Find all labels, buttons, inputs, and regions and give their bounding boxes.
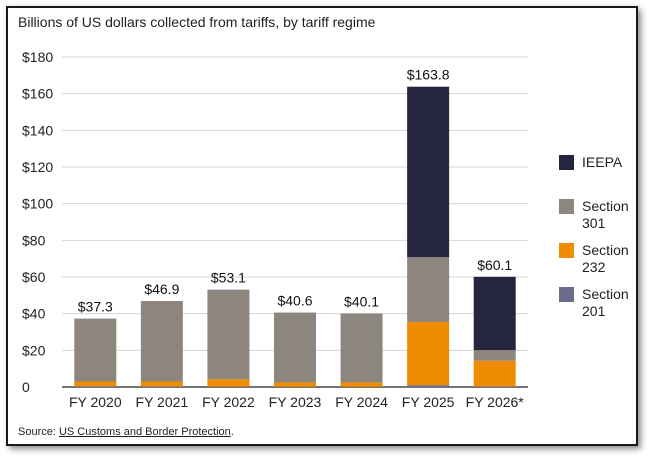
- x-tick-label: FY 2020: [69, 394, 122, 410]
- bar-total-label: $37.3: [78, 299, 113, 315]
- source-note: Source: US Customs and Border Protection…: [18, 426, 234, 438]
- bars: [74, 86, 516, 387]
- y-tick-label: $120: [22, 159, 53, 175]
- bar-segment: [340, 313, 383, 383]
- bar-total-label: $46.9: [144, 281, 179, 297]
- bar-segment: [407, 257, 450, 322]
- bar-segment: [207, 379, 250, 387]
- bar-segment: [274, 312, 316, 383]
- bar-segment: [274, 382, 316, 387]
- legend-label: Section: [582, 198, 629, 214]
- y-tick-label: $60: [22, 269, 46, 285]
- bar-segment: [340, 382, 383, 387]
- x-tick-label: FY 2023: [269, 394, 322, 410]
- bar-segment: [407, 86, 450, 258]
- x-tick-label: FY 2022: [202, 394, 255, 410]
- bar-total-label: $163.8: [407, 67, 450, 83]
- legend-swatch: [559, 243, 574, 258]
- x-tick-label: FY 2021: [136, 394, 189, 410]
- bar-segment: [473, 386, 516, 387]
- x-tick-label: FY 2026*: [466, 394, 525, 410]
- x-tick-labels: FY 2020 FY 2021 FY 2022 FY 2023 FY 2024 FY 20…: [69, 394, 524, 410]
- y-tick-label: $180: [22, 49, 53, 65]
- bar-segment: [207, 289, 250, 380]
- y-tick-label: $40: [22, 306, 46, 322]
- bar-total-label: $53.1: [211, 270, 246, 286]
- legend-label: IEEPA: [582, 154, 623, 170]
- y-tick-label: $20: [22, 342, 46, 358]
- bar-segment: [74, 386, 117, 387]
- grid-lines: [62, 56, 528, 388]
- y-tick-labels: 0 $20 $40 $60 $80 $100 $120 $140 $160 $180: [22, 49, 53, 395]
- legend-swatch: [559, 199, 574, 214]
- bar-segment: [74, 381, 117, 387]
- legend-label: 201: [582, 303, 606, 319]
- bar-segment: [473, 360, 516, 387]
- bar-segment: [407, 385, 450, 387]
- bar-segment: [140, 381, 183, 387]
- legend-label: 232: [582, 259, 606, 275]
- y-tick-label: $100: [22, 196, 53, 212]
- chart-title: Billions of US dollars collected from ta…: [18, 14, 376, 30]
- legend-label: 301: [582, 215, 606, 231]
- y-tick-label: $80: [22, 232, 46, 248]
- bar-segment: [473, 276, 516, 351]
- bar-segment: [407, 321, 450, 386]
- x-tick-label: FY 2025: [402, 394, 455, 410]
- bar-segment: [473, 350, 516, 361]
- bar-segment: [74, 318, 117, 382]
- x-tick-label: FY 2024: [335, 394, 388, 410]
- bar-total-label: $40.1: [344, 293, 379, 309]
- bar-total-label: $60.1: [477, 257, 512, 273]
- bar-segment: [140, 386, 183, 387]
- total-labels: $37.3 $46.9 $53.1 $40.6 $40.1 $163.8 $60.1: [78, 67, 513, 315]
- y-tick-label: $140: [22, 122, 53, 138]
- source-link[interactable]: US Customs and Border Protection: [58, 426, 231, 438]
- bar-total-label: $40.6: [277, 293, 312, 309]
- legend-swatch: [559, 287, 574, 302]
- source-prefix: Source:: [18, 426, 59, 438]
- legend-label: Section: [582, 286, 629, 302]
- y-tick-label: 0: [22, 379, 30, 395]
- legend-label: Section: [582, 242, 629, 258]
- y-tick-label: $160: [22, 86, 53, 102]
- bar-segment: [140, 301, 183, 382]
- legend-swatch: [559, 155, 574, 170]
- source-suffix: .: [230, 426, 234, 438]
